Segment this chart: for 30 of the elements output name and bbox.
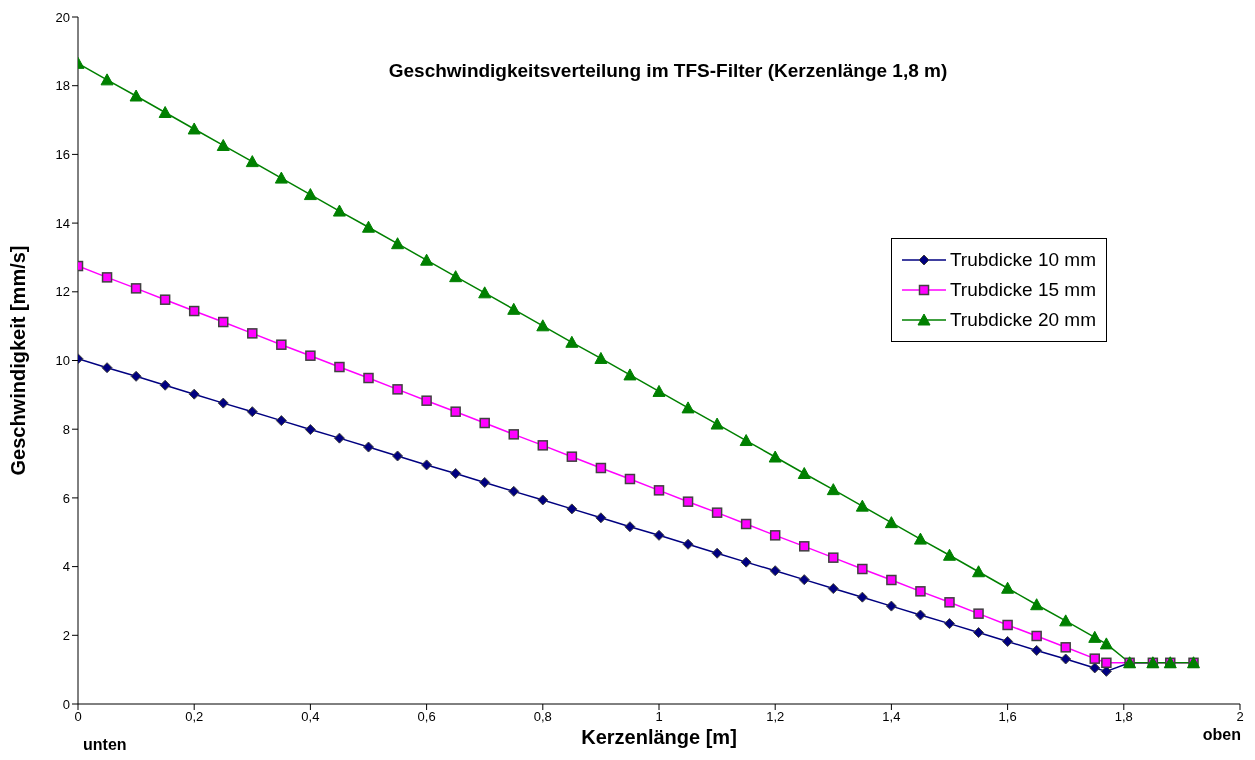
- x-tick-label: 1,8: [1114, 709, 1133, 725]
- text: Geschwindigkeitsverteilung im TFS-Filter (Kerzenlänge 1,8 m): [387, 60, 949, 82]
- y-tick-label: 12: [55, 284, 70, 300]
- y-tick-label: 18: [55, 78, 70, 94]
- x-tick-label: 1: [655, 709, 663, 725]
- y-tick-label: 14: [55, 215, 70, 231]
- text: unten: [83, 736, 127, 754]
- x-tick-label: 1,4: [882, 709, 901, 725]
- x-tick-label: 0,4: [301, 709, 320, 725]
- y-tick-label: 2: [62, 627, 70, 643]
- y-tick-label: 10: [55, 353, 70, 369]
- x-tick-label: 0,6: [417, 709, 436, 725]
- x-tick-label: 0: [74, 709, 82, 725]
- x-tick-label: 1,2: [766, 709, 785, 725]
- x-tick-label: 0,8: [533, 709, 552, 725]
- x-tick-label: 0,2: [185, 709, 204, 725]
- y-tick-label: 4: [62, 559, 70, 575]
- y-tick-label: 20: [55, 9, 70, 25]
- legend-label: Trubdicke 10 mm: [949, 248, 1096, 272]
- x-axis-title: Kerzenlänge [m]: [581, 726, 737, 748]
- legend-label: Trubdicke 15 mm: [949, 278, 1096, 302]
- legend-label: Trubdicke 20 mm: [949, 308, 1096, 332]
- y-tick-label: 16: [55, 147, 70, 163]
- x-tick-label: 2: [1236, 709, 1244, 725]
- y-tick-label: 8: [62, 421, 70, 437]
- y-tick-label: 0: [62, 696, 70, 712]
- y-tick-label: 6: [62, 490, 70, 506]
- text: oben: [1202, 726, 1241, 744]
- x-tick-label: 1,6: [998, 709, 1017, 725]
- y-axis-title: Geschwindigkeit [mm/s]: [7, 245, 30, 476]
